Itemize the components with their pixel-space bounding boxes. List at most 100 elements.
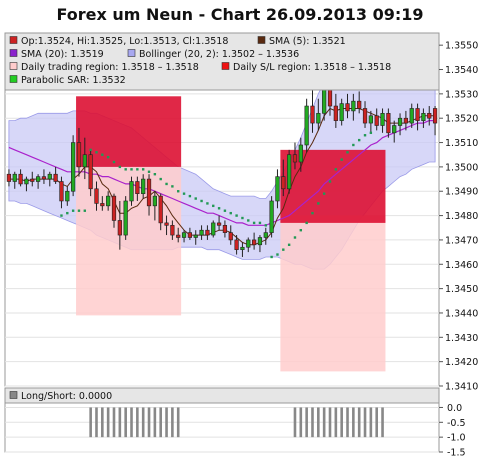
parabolic-sar-dot <box>305 221 308 225</box>
parabolic-sar-dot <box>60 214 63 217</box>
price-tick-label: 1.3470 <box>445 235 478 246</box>
longshort-bar <box>153 407 157 438</box>
legend-swatch <box>9 75 18 83</box>
parabolic-sar-dot <box>194 197 197 200</box>
parabolic-sar-dot <box>182 192 186 195</box>
longshort-bar <box>357 407 361 438</box>
price-tick-label: 1.3540 <box>445 65 478 76</box>
longshort-bar <box>159 407 163 438</box>
price-tick-label: 1.3510 <box>445 138 478 149</box>
candle-body <box>421 113 426 121</box>
longshort-bar <box>346 407 349 438</box>
candle-body <box>35 176 41 182</box>
candle-body <box>415 108 420 121</box>
parabolic-sar-dot <box>229 211 232 215</box>
parabolic-sar-dot <box>340 158 343 161</box>
sma20-line <box>8 120 436 226</box>
price-tick-label: 1.3550 <box>445 41 478 52</box>
longshort-bar <box>375 407 379 438</box>
longshort-bar <box>118 407 122 438</box>
price-tick-label: 1.3500 <box>445 162 478 173</box>
candle-body <box>392 125 397 134</box>
candle-body <box>432 108 438 124</box>
price-tick-label: 1.3530 <box>445 89 478 100</box>
parabolic-sar-dot <box>118 165 122 169</box>
candle-body <box>357 100 362 109</box>
candle-body <box>322 86 327 114</box>
daily-trading-region <box>280 215 386 372</box>
candle-body <box>111 195 117 221</box>
chart-title: Forex um Neun - Chart 26.09.2013 09:19 <box>56 5 423 24</box>
longshort-bar <box>317 407 320 438</box>
candle-body <box>158 195 163 224</box>
parabolic-sar-dot <box>270 255 273 259</box>
longshort-tick-label: -1.0 <box>447 433 466 444</box>
price-tick-label: 1.3420 <box>445 357 478 368</box>
candle-body <box>362 108 368 124</box>
longshort-legend: Long/Short: 0.0000 <box>9 391 112 402</box>
candle-body <box>240 246 245 250</box>
longshort-bar <box>363 407 367 438</box>
parabolic-sar-dot <box>287 243 291 246</box>
candle-body <box>251 239 257 246</box>
legend-swatch <box>257 36 266 44</box>
price-axis: 1.3550 1.3540 1.3530 1.3520 1.3510 1.3500 1.34… <box>439 41 478 393</box>
candle-body <box>281 176 286 190</box>
parabolic-sar-dot <box>106 155 110 159</box>
parabolic-sar-dot <box>311 211 314 215</box>
parabolic-sar-dot <box>130 168 133 171</box>
longshort-bar <box>101 407 104 438</box>
daily-sl-region <box>76 96 182 167</box>
parabolic-sar-dot <box>206 202 209 205</box>
longshort-bar <box>299 407 303 438</box>
candle-body <box>164 222 169 226</box>
parabolic-sar-dot <box>200 199 203 203</box>
longshort-bar <box>106 407 110 438</box>
parabolic-sar-dot <box>369 131 373 135</box>
longshort-bar <box>130 407 133 438</box>
longshort-tick-label: 0.0 <box>447 403 462 414</box>
longshort-legend-swatch <box>9 391 18 399</box>
candle-body <box>403 117 409 124</box>
candle-body <box>123 200 128 236</box>
candle-body <box>427 113 432 119</box>
main-marks <box>6 64 438 372</box>
longshort-bar <box>334 407 338 438</box>
candle-body <box>333 105 338 121</box>
longshort-tick-label: -0.5 <box>447 418 466 429</box>
longshort-bar <box>381 407 384 438</box>
parabolic-sar-dot <box>282 248 285 251</box>
candle-body <box>100 203 105 207</box>
parabolic-sar-dot <box>124 168 127 171</box>
candle-body <box>199 229 204 236</box>
candle-body <box>170 225 175 236</box>
candle-body <box>339 103 344 121</box>
parabolic-sar-dot <box>357 138 361 142</box>
longshort-bar <box>369 407 373 438</box>
daily-sl-region <box>280 149 386 223</box>
parabolic-sar-dot <box>299 228 303 232</box>
parabolic-sar-dot <box>95 151 98 154</box>
candle-body <box>310 105 315 124</box>
candle-body <box>94 188 99 204</box>
longshort-bars <box>89 407 384 438</box>
parabolic-sar-dot <box>212 204 215 208</box>
candle-body <box>129 181 134 202</box>
parabolic-sar-dot <box>293 236 297 239</box>
candle-body <box>88 154 93 190</box>
candle-body <box>12 173 17 182</box>
candle-body <box>53 173 58 182</box>
price-tick-label: 1.3410 <box>445 382 478 393</box>
candle-body <box>368 115 373 124</box>
candle-body <box>345 103 350 112</box>
longshort-tick-label: -1.5 <box>447 448 466 457</box>
longshort-bar <box>328 407 332 438</box>
longshort-bar <box>171 407 174 438</box>
longshort-bar <box>136 407 139 438</box>
candle-body <box>65 190 70 202</box>
candle-body <box>380 113 385 126</box>
candle-body <box>304 105 309 146</box>
longshort-legend-label: Long/Short: 0.0000 <box>21 391 112 402</box>
price-tick-label: 1.3450 <box>445 284 478 295</box>
parabolic-sar-dot <box>217 207 221 210</box>
